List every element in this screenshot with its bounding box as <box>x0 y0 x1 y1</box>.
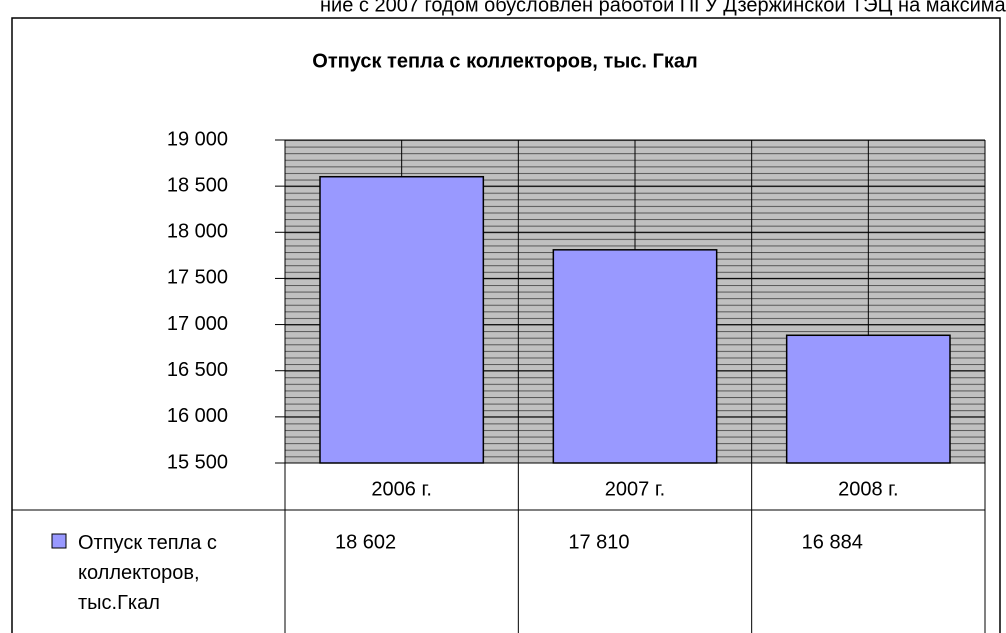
y-tick-label: 18 500 <box>167 174 228 196</box>
y-tick-label: 16 000 <box>167 405 228 427</box>
chart-frame <box>11 17 1001 633</box>
bar <box>552 249 718 464</box>
legend-key <box>51 533 67 549</box>
table-value: 18 602 <box>335 531 396 553</box>
y-tick-label: 18 000 <box>167 221 228 243</box>
y-tick-label: 17 500 <box>167 267 228 289</box>
table-value: 17 810 <box>568 531 629 553</box>
y-tick-label: 15 500 <box>167 451 228 473</box>
x-tick-label: 2006 г. <box>371 478 431 500</box>
x-tick-label: 2007 г. <box>605 478 665 500</box>
bar <box>785 334 951 464</box>
y-tick-label: 19 000 <box>167 128 228 150</box>
legend-label: Отпуск тепла с коллекторов, тыс.Гкал <box>78 532 217 614</box>
y-tick-label: 16 500 <box>167 359 228 381</box>
x-tick-label: 2008 г. <box>838 478 898 500</box>
chart-title: Отпуск тепла с коллекторов, тыс. Гкал <box>312 50 697 72</box>
table-value: 16 884 <box>802 531 863 553</box>
caption-fragment: ние с 2007 годом обусловлен работой ПГУ … <box>320 0 1006 16</box>
y-tick-label: 17 000 <box>167 313 228 335</box>
bar <box>319 175 485 464</box>
